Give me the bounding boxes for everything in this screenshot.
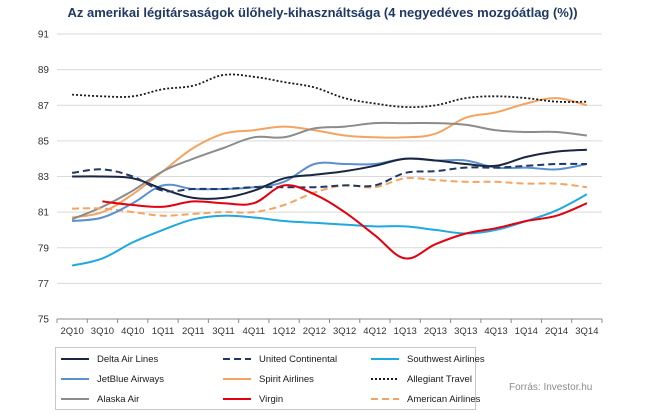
x-tick-label: 4Q12 [363, 326, 386, 337]
chart-title: Az amerikai légitársaságok ülőhely-kihas… [67, 5, 578, 20]
y-tick-label: 81 [38, 208, 50, 219]
x-tick-label: 4Q11 [243, 326, 266, 337]
y-tick-label: 89 [38, 65, 50, 76]
legend-label: Alaska Air [97, 393, 140, 405]
legend-item: Southwest Airlines [370, 349, 485, 369]
x-tick-label: 3Q10 [91, 326, 114, 337]
y-tick-label: 87 [38, 101, 50, 112]
series-line-virgin [102, 184, 588, 260]
line-chart: 75 77 79 81 83 85 87 89 91 2Q10 3Q10 4Q10 1Q11 2Q11 3… [38, 30, 603, 337]
x-tick-labels: 2Q10 3Q10 4Q10 1Q11 2Q11 3Q11 4Q11 1Q12 2Q12 3Q12… [61, 326, 599, 337]
legend-swatch [223, 378, 251, 380]
series-line-southwest-airlines [71, 193, 588, 267]
legend-swatch [223, 358, 251, 360]
y-tick-label: 75 [38, 315, 50, 326]
legend: Delta Air Lines United Continental Southwe… [55, 347, 485, 410]
legend-item: Virgin [222, 389, 370, 409]
x-tick-label: 3Q11 [212, 326, 235, 337]
legend-label: Virgin [259, 393, 284, 405]
legend-item: Allegiant Travel [370, 369, 481, 389]
legend-swatch [61, 378, 89, 380]
y-tick-label: 77 [38, 279, 50, 290]
x-tick-label: 3Q14 [575, 326, 598, 337]
legend-label: United Continental [259, 353, 338, 365]
series-line-alaska-air [71, 121, 588, 221]
x-tick-label: 2Q13 [424, 326, 447, 337]
x-tick-label: 2Q12 [303, 326, 326, 337]
legend-swatch [371, 378, 399, 380]
x-tick-label: 4Q13 [484, 326, 507, 337]
legend-item: American Airlines [370, 389, 481, 409]
series-line-spirit-airlines [71, 97, 588, 219]
x-tick-label: 1Q13 [394, 326, 417, 337]
x-tick-label: 4Q10 [121, 326, 144, 337]
x-tick-label: 3Q13 [454, 326, 477, 337]
series-line-united-continental [71, 162, 587, 193]
x-tick-label: 1Q12 [272, 326, 295, 337]
legend-item: JetBlue Airways [60, 369, 222, 389]
y-tick-labels: 75 77 79 81 83 85 87 89 91 [38, 30, 50, 326]
series-line-american-airlines [72, 176, 588, 217]
axes [56, 318, 603, 323]
x-tick-label: 2Q10 [61, 326, 84, 337]
series-line-allegiant-travel [72, 73, 587, 109]
source-note: Forrás: Investor.hu [509, 382, 593, 393]
legend-label: Allegiant Travel [407, 373, 472, 385]
legend-label: Spirit Airlines [259, 373, 314, 385]
y-tick-label: 91 [38, 30, 50, 41]
y-tick-label: 79 [38, 243, 50, 254]
x-tick-label: 1Q11 [152, 326, 175, 337]
series-line-delta-air-lines [72, 148, 587, 200]
y-tick-label: 85 [38, 136, 50, 147]
legend-label: Delta Air Lines [97, 353, 159, 365]
legend-swatch [371, 398, 399, 400]
grid-lines [57, 33, 602, 284]
legend-label: Southwest Airlines [407, 353, 485, 365]
x-tick-label: 1Q14 [515, 326, 538, 337]
legend-item: Spirit Airlines [222, 369, 370, 389]
legend-swatch [371, 358, 399, 360]
x-tick-label: 3Q12 [333, 326, 356, 337]
legend-label: American Airlines [407, 393, 481, 405]
legend-swatch [61, 398, 89, 400]
legend-item: Delta Air Lines [60, 349, 222, 369]
legend-item: United Continental [222, 349, 370, 369]
legend-swatch [223, 398, 251, 400]
x-tick-label: 2Q11 [182, 326, 205, 337]
legend-item: Alaska Air [60, 389, 222, 409]
series-lines [71, 73, 588, 267]
x-tick-label: 2Q14 [545, 326, 568, 337]
legend-swatch [61, 358, 89, 360]
y-tick-label: 83 [38, 172, 50, 183]
legend-label: JetBlue Airways [97, 373, 165, 385]
